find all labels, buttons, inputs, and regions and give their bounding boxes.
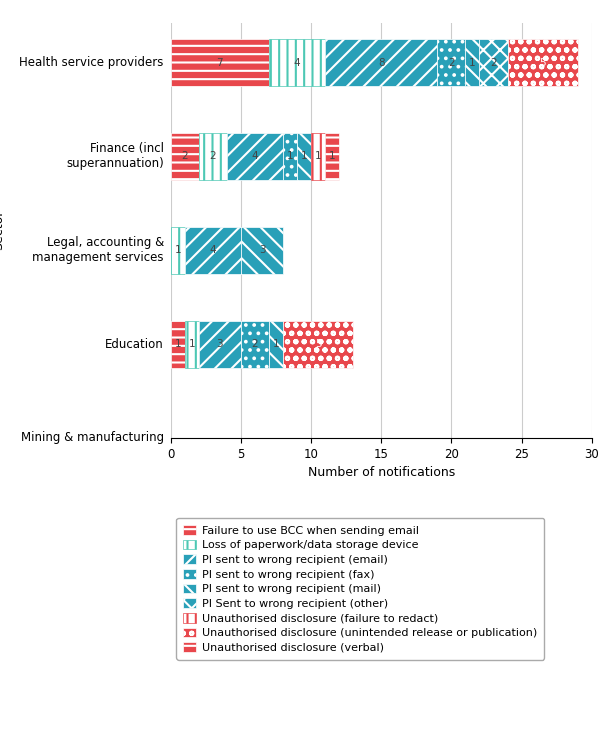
Bar bbox=[171, 39, 269, 86]
X-axis label: Number of notifications: Number of notifications bbox=[307, 466, 455, 479]
Text: 2: 2 bbox=[210, 151, 216, 162]
Bar bbox=[171, 226, 185, 273]
Bar bbox=[479, 39, 508, 86]
Text: 4: 4 bbox=[294, 57, 300, 67]
Bar bbox=[185, 321, 199, 368]
Text: 8: 8 bbox=[378, 57, 384, 67]
Bar bbox=[325, 39, 437, 86]
Text: 5: 5 bbox=[539, 57, 546, 67]
Text: 1: 1 bbox=[188, 339, 195, 349]
Bar bbox=[283, 321, 353, 368]
Bar bbox=[508, 39, 578, 86]
Text: 1: 1 bbox=[287, 151, 293, 162]
Bar bbox=[241, 321, 269, 368]
Text: 2: 2 bbox=[448, 57, 454, 67]
Bar bbox=[199, 133, 227, 180]
Text: 3: 3 bbox=[217, 339, 223, 349]
Text: 3: 3 bbox=[259, 245, 265, 255]
Text: 1: 1 bbox=[273, 339, 279, 349]
Legend: Failure to use BCC when sending email, Loss of paperwork/data storage device, PI: Failure to use BCC when sending email, L… bbox=[176, 518, 544, 660]
Text: 1: 1 bbox=[174, 339, 181, 349]
Bar bbox=[269, 321, 283, 368]
Bar bbox=[227, 133, 283, 180]
Bar bbox=[465, 39, 479, 86]
Text: 1: 1 bbox=[329, 151, 336, 162]
Bar bbox=[283, 133, 297, 180]
Text: 2: 2 bbox=[182, 151, 188, 162]
Bar bbox=[171, 321, 185, 368]
Bar bbox=[297, 133, 311, 180]
Text: 5: 5 bbox=[315, 339, 321, 349]
Bar bbox=[199, 321, 241, 368]
Bar bbox=[325, 133, 339, 180]
Bar bbox=[171, 133, 199, 180]
Text: 4: 4 bbox=[210, 245, 216, 255]
Bar bbox=[185, 226, 241, 273]
Bar bbox=[269, 39, 325, 86]
Bar bbox=[311, 133, 325, 180]
Text: 1: 1 bbox=[315, 151, 321, 162]
Bar bbox=[241, 226, 283, 273]
Text: 1: 1 bbox=[174, 245, 181, 255]
Bar bbox=[437, 39, 465, 86]
Text: 7: 7 bbox=[217, 57, 223, 67]
Text: 1: 1 bbox=[301, 151, 307, 162]
Text: 1: 1 bbox=[469, 57, 476, 67]
Y-axis label: Sector: Sector bbox=[0, 210, 5, 251]
Text: 2: 2 bbox=[252, 339, 258, 349]
Text: 2: 2 bbox=[490, 57, 497, 67]
Text: 4: 4 bbox=[252, 151, 258, 162]
